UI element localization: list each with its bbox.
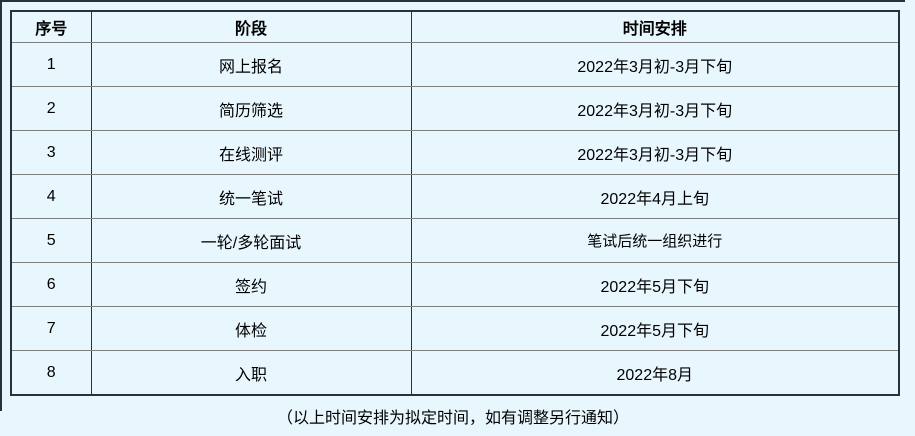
table-row: 6 签约 2022年5月下旬: [10, 262, 900, 307]
cell-no: 2: [10, 86, 92, 131]
cell-time: 2022年8月: [410, 350, 900, 396]
cell-time: 2022年3月初-3月下旬: [410, 86, 900, 131]
cell-no: 8: [10, 350, 92, 396]
cell-time: 2022年5月下旬: [410, 306, 900, 351]
outer-frame: [0, 0, 905, 411]
cell-time: 2022年5月下旬: [410, 262, 900, 307]
table-row: 2 简历筛选 2022年3月初-3月下旬: [10, 86, 900, 131]
table-row: 5 一轮/多轮面试 笔试后统一组织进行: [10, 218, 900, 263]
cell-stage: 在线测评: [90, 130, 412, 175]
cell-no: 1: [10, 42, 92, 87]
cell-no: 7: [10, 306, 92, 351]
cell-time: 笔试后统一组织进行: [410, 218, 900, 263]
column-header-no: 序号: [10, 10, 92, 43]
cell-no: 3: [10, 130, 92, 175]
cell-stage: 入职: [90, 350, 412, 396]
cell-no: 5: [10, 218, 92, 263]
cell-no: 4: [10, 174, 92, 219]
schedule-table: 序号 阶段 时间安排 1 网上报名 2022年3月初-3月下旬 2 简历筛选 2…: [10, 10, 900, 396]
table-row: 8 入职 2022年8月: [10, 350, 900, 396]
table-row: 4 统一笔试 2022年4月上旬: [10, 174, 900, 219]
cell-stage: 统一笔试: [90, 174, 412, 219]
cell-no: 6: [10, 262, 92, 307]
cell-time: 2022年3月初-3月下旬: [410, 42, 900, 87]
footer-note: （以上时间安排为拟定时间，如有调整另行通知）: [276, 410, 629, 427]
cell-stage: 简历筛选: [90, 86, 412, 131]
column-header-stage: 阶段: [90, 10, 412, 43]
table-row: 7 体检 2022年5月下旬: [10, 306, 900, 351]
table-row: 1 网上报名 2022年3月初-3月下旬: [10, 42, 900, 87]
cell-stage: 一轮/多轮面试: [90, 218, 412, 263]
cell-stage: 体检: [90, 306, 412, 351]
column-header-time: 时间安排: [410, 10, 900, 43]
cell-time: 2022年4月上旬: [410, 174, 900, 219]
header-row: 序号 阶段 时间安排: [10, 10, 900, 43]
cell-stage: 签约: [90, 262, 412, 307]
cell-stage: 网上报名: [90, 42, 412, 87]
cell-time: 2022年3月初-3月下旬: [410, 130, 900, 175]
table-row: 3 在线测评 2022年3月初-3月下旬: [10, 130, 900, 175]
